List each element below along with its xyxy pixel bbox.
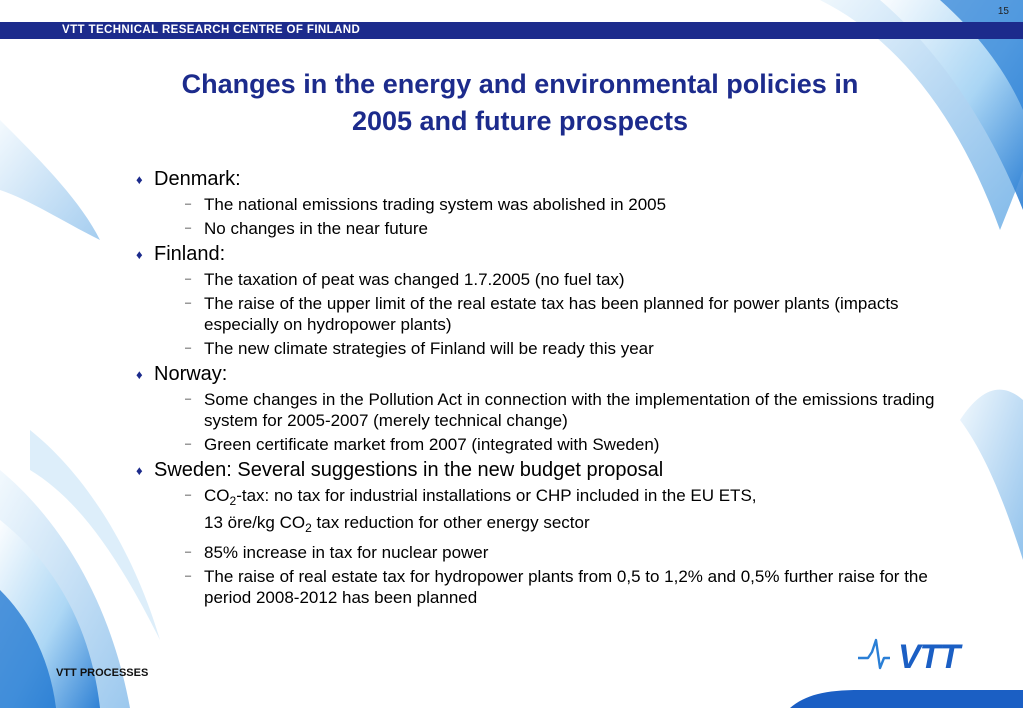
sub-bullet-text: The taxation of peat was changed 1.7.200… — [204, 270, 625, 289]
page-number: 15 — [997, 6, 1009, 17]
co2-subscript: 2 — [229, 494, 237, 508]
dash-bullet-icon: – — [185, 222, 192, 234]
co2-subscript: 2 — [305, 521, 312, 535]
logo-text: VTT — [898, 638, 963, 674]
diamond-bullet-icon: ♦ — [136, 367, 143, 382]
sub-bullet: –85% increase in tax for nuclear power — [185, 542, 956, 563]
dash-bullet-icon: – — [185, 342, 192, 354]
sub-bullet: – The raise of real estate tax for hydrop… — [185, 566, 956, 608]
sub-bullet-text: Green certificate market from 2007 (inte… — [204, 435, 660, 454]
co2-text-b: -tax: no tax for industrial installation… — [236, 486, 757, 505]
co2-text-c: 13 öre/kg CO — [204, 513, 306, 532]
dash-bullet-icon: – — [185, 393, 192, 405]
diamond-bullet-icon: ♦ — [136, 172, 143, 187]
co2-text-a: CO — [204, 486, 230, 505]
sub-bullet-text: The raise of real estate tax for hydropo… — [204, 567, 928, 607]
bullet-sweden: ♦ Sweden: Several suggestions in the new… — [136, 458, 956, 482]
title-line-2: 2005 and future prospects — [351, 106, 689, 136]
sub-bullet: – Some changes in the Pollution Act in co… — [185, 389, 956, 431]
organization-name: VTT TECHNICAL RESEARCH CENTRE OF FINLAND — [62, 24, 361, 36]
vtt-logo: VTT — [858, 638, 964, 674]
bullet-list: ♦ Denmark: – The national emissions tradi… — [136, 164, 956, 608]
diamond-bullet-icon: ♦ — [136, 247, 143, 262]
sub-bullet: – No changes in the near future — [185, 218, 956, 239]
sub-bullet: – The national emissions trading system w… — [185, 194, 956, 215]
sub-bullet-text: The national emissions trading system wa… — [204, 195, 667, 214]
dash-bullet-icon: – — [185, 297, 192, 309]
slide-title: Changes in the energy and environmental … — [100, 66, 940, 140]
dash-bullet-icon: – — [185, 546, 192, 558]
dash-bullet-icon: – — [185, 273, 192, 285]
bullet-heading: Denmark: — [154, 168, 241, 190]
sub-bullet-text: 85% increase in tax for nuclear power — [204, 543, 489, 562]
sub-bullet: – The raise of the upper limit of the rea… — [185, 293, 956, 335]
bullet-heading: Finland: — [154, 243, 226, 265]
bullet-finland: ♦ Finland: — [136, 242, 956, 266]
bullet-heading: Sweden: Several suggestions in the new b… — [154, 459, 664, 481]
diamond-bullet-icon: ♦ — [136, 463, 143, 478]
sub-bullet: – The new climate strategies of Finland w… — [185, 338, 956, 359]
dash-bullet-icon: – — [185, 198, 192, 210]
dash-bullet-icon: – — [185, 489, 192, 501]
bullet-denmark: ♦ Denmark: — [136, 167, 956, 191]
dash-bullet-icon: – — [185, 438, 192, 450]
footer-label: VTT PROCESSES — [56, 667, 149, 679]
dash-bullet-icon: – — [185, 570, 192, 582]
header-bar: VTT TECHNICAL RESEARCH CENTRE OF FINLAND — [0, 22, 1023, 39]
sub-bullet-text: The raise of the upper limit of the real… — [204, 294, 899, 334]
sub-bullet-text: The new climate strategies of Finland wi… — [204, 339, 654, 358]
bullet-norway: ♦ Norway: — [136, 362, 956, 386]
title-line-1: Changes in the energy and environmental … — [181, 69, 859, 99]
bullet-heading: Norway: — [154, 363, 228, 385]
sub-bullet-text: Some changes in the Pollution Act in con… — [204, 390, 935, 430]
sub-bullet: – Green certificate market from 2007 (int… — [185, 434, 956, 455]
sub-bullet-co2: – CO2-tax: no tax for industrial installa… — [185, 485, 956, 539]
co2-text-d: tax reduction for other energy sector — [311, 513, 590, 532]
sub-bullet: – The taxation of peat was changed 1.7.20… — [185, 269, 956, 290]
sub-bullet-text: No changes in the near future — [204, 219, 428, 238]
